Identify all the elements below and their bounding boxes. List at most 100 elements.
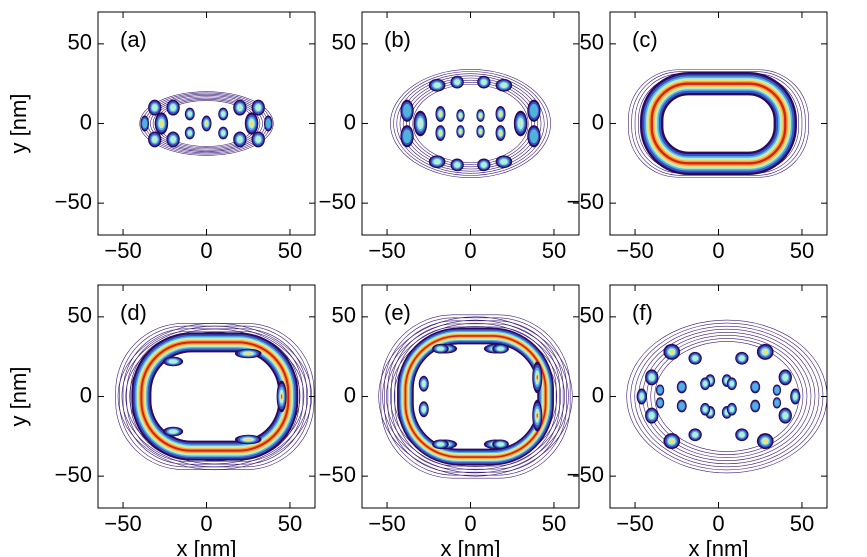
panel: [626, 319, 827, 474]
y-tick-label: 50: [68, 30, 92, 55]
y-tick-label: −50: [567, 189, 604, 214]
contour-line: [394, 326, 557, 467]
contour-lobe: [774, 386, 780, 394]
contour-lobe: [480, 162, 487, 168]
contour-lobe: [168, 429, 178, 434]
contour-lobe: [236, 103, 243, 112]
panel: [139, 91, 274, 156]
x-axis-label: x [nm]: [177, 536, 237, 557]
y-tick-label: 0: [592, 382, 604, 407]
panel-label: (f): [632, 300, 653, 325]
contour-band: [644, 76, 793, 171]
x-axis-label: x [nm]: [441, 536, 501, 557]
contour-band: [135, 336, 295, 457]
x-tick-label: −50: [616, 238, 653, 263]
contour-lobe: [459, 113, 462, 118]
contour-line: [396, 73, 545, 174]
contour-lobe: [729, 406, 735, 413]
y-tick-label: 50: [332, 303, 356, 328]
contour-line: [406, 79, 535, 168]
contour-line: [631, 71, 806, 176]
panel: [390, 69, 551, 178]
contour-lobe: [762, 349, 768, 355]
panel-label: (d): [120, 300, 147, 325]
contour-lobe: [421, 405, 427, 413]
contour-lobe: [168, 359, 178, 364]
x-tick-label: 50: [542, 511, 566, 536]
y-tick-label: −50: [55, 189, 92, 214]
contour-line: [152, 97, 261, 150]
contour-line: [393, 71, 548, 176]
contour-lobe: [499, 111, 502, 117]
contour-lobe: [244, 352, 252, 355]
contour-lobe: [436, 442, 445, 447]
contour-lobe: [678, 382, 685, 391]
contour-band: [650, 82, 787, 165]
contour-lobe: [762, 438, 768, 444]
contour-band: [404, 335, 547, 458]
contour-lobe: [265, 118, 271, 129]
contour-line: [122, 328, 307, 465]
contour-lobe: [187, 130, 193, 136]
y-tick-label: 50: [332, 30, 356, 55]
contour-line: [382, 319, 569, 474]
contour-line: [412, 84, 529, 163]
y-tick-label: 0: [80, 382, 92, 407]
x-tick-label: 0: [712, 511, 724, 536]
contour-line: [399, 75, 542, 172]
contour-lobe: [648, 373, 655, 381]
x-tick-label: 50: [542, 238, 566, 263]
contour-lobe: [280, 394, 283, 399]
contour-lobe: [187, 111, 193, 117]
y-tick-label: 50: [580, 30, 604, 55]
contour-lobe: [738, 355, 745, 362]
contour-lobe: [496, 346, 505, 351]
x-tick-label: −50: [104, 238, 141, 263]
contour-lobe: [220, 111, 226, 117]
contour-lobe: [479, 113, 482, 118]
contour-lobe: [433, 158, 441, 165]
x-tick-label: 0: [464, 511, 476, 536]
contour-lobe: [702, 380, 708, 387]
y-tick-label: 0: [80, 109, 92, 134]
contour-lobe: [236, 135, 243, 144]
contour-lobe: [454, 162, 461, 168]
contour-lobe: [496, 442, 505, 447]
panel: [115, 322, 315, 471]
contour-lobe: [421, 380, 427, 388]
x-tick-label: 50: [278, 511, 302, 536]
contour-lobe: [439, 130, 442, 136]
contour-lobe: [729, 380, 735, 387]
contour-lobe: [417, 117, 424, 130]
contour-lobe: [657, 399, 663, 407]
contour-line: [391, 323, 560, 470]
contour-line: [378, 316, 573, 477]
contour-line: [409, 82, 532, 165]
contour-line: [387, 320, 564, 473]
contour-line: [386, 322, 565, 471]
contour-lobe: [402, 103, 412, 118]
contour-lobe: [639, 392, 644, 401]
contour-lobe: [436, 346, 445, 351]
contour-lobe: [500, 158, 508, 165]
contour-line: [384, 317, 567, 476]
x-axis-label: x [nm]: [689, 536, 749, 557]
contour-lobe: [657, 386, 663, 394]
x-tick-label: 50: [278, 238, 302, 263]
contour-lobe: [669, 438, 675, 444]
y-tick-label: −50: [319, 189, 356, 214]
x-tick-label: 0: [200, 511, 212, 536]
contour-lobe: [249, 120, 254, 127]
contour-lobe: [536, 413, 538, 418]
contour-lobe: [738, 431, 745, 438]
contour-lobe: [517, 117, 524, 130]
x-tick-label: −50: [616, 511, 653, 536]
y-tick-label: 0: [592, 109, 604, 134]
contour-lobe: [255, 103, 262, 112]
x-tick-label: −50: [368, 238, 405, 263]
contour-lobe: [692, 355, 699, 362]
contour-line: [634, 325, 820, 468]
panel: [378, 314, 573, 479]
contour-lobe: [244, 438, 252, 441]
